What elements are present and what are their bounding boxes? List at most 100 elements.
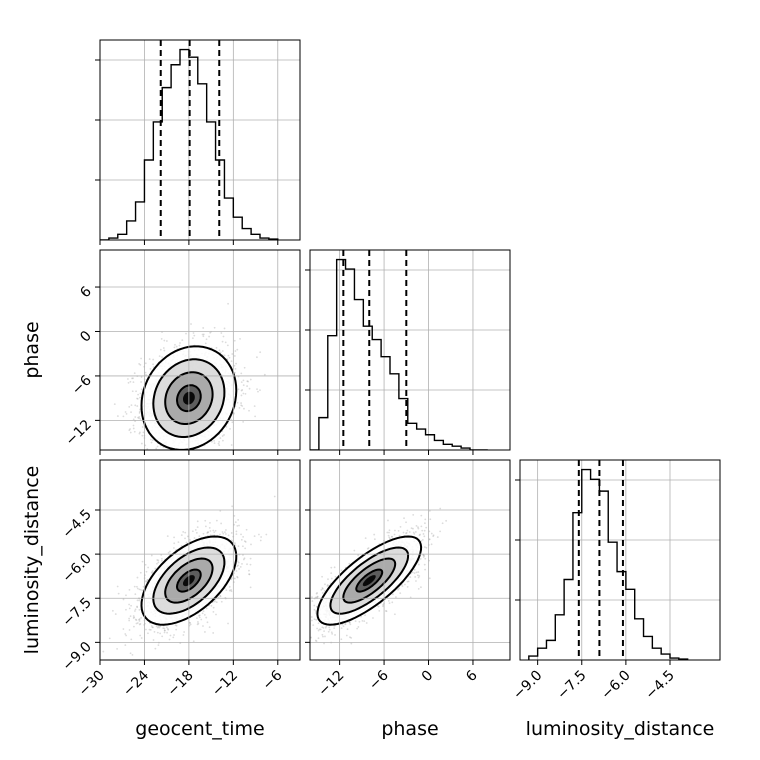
sample-point <box>230 360 233 363</box>
sample-point <box>227 354 230 357</box>
sample-point <box>221 350 224 352</box>
sample-point <box>240 404 243 407</box>
sample-point <box>301 652 303 654</box>
sample-point <box>425 526 428 529</box>
sample-point <box>174 624 177 627</box>
sample-point <box>317 629 320 632</box>
sample-point <box>420 586 422 589</box>
sample-point <box>220 332 223 334</box>
sample-point <box>321 575 323 578</box>
sample-point <box>230 590 233 593</box>
sample-point <box>163 627 166 630</box>
sample-point <box>190 471 192 473</box>
sample-point <box>147 566 150 569</box>
sample-point <box>167 628 170 631</box>
sample-point <box>411 571 414 574</box>
sample-point <box>198 614 200 617</box>
sample-point <box>202 610 205 613</box>
sample-point <box>148 628 151 631</box>
sample-point <box>151 570 154 573</box>
sample-point <box>263 373 266 376</box>
sample-point <box>285 602 287 604</box>
sample-point <box>163 349 166 352</box>
sample-point <box>172 547 175 549</box>
sample-point <box>139 431 141 434</box>
sample-point <box>184 537 186 540</box>
sample-point <box>173 634 175 636</box>
sample-point <box>221 340 224 343</box>
sample-point <box>219 594 222 597</box>
sample-point <box>138 417 140 420</box>
sample-point <box>307 604 309 606</box>
sample-point <box>212 632 215 634</box>
sample-point <box>248 409 250 412</box>
sample-point <box>213 326 216 329</box>
sample-point <box>160 469 162 471</box>
sample-point <box>349 623 352 626</box>
sample-point <box>125 594 127 597</box>
sample-point <box>307 625 309 627</box>
sample-point <box>207 463 209 465</box>
sample-point <box>145 570 148 573</box>
sample-point <box>423 529 426 532</box>
sample-point <box>246 385 248 387</box>
sample-point <box>233 371 236 374</box>
sample-point <box>238 568 241 570</box>
sample-point <box>147 467 149 469</box>
sample-point <box>213 439 216 442</box>
sample-point <box>231 421 234 424</box>
sample-point <box>124 644 127 647</box>
sample-point <box>328 628 331 631</box>
sample-point <box>242 420 245 423</box>
sample-point <box>174 343 176 346</box>
sample-point <box>417 576 420 579</box>
sample-point <box>218 444 221 447</box>
sample-point <box>357 626 360 628</box>
sample-point <box>193 453 195 455</box>
sample-point <box>144 362 147 365</box>
sample-point <box>319 628 322 631</box>
sample-point <box>204 342 207 345</box>
sample-point <box>236 576 239 579</box>
sample-point <box>241 405 244 407</box>
sample-point <box>248 573 250 576</box>
sample-point <box>141 426 144 428</box>
sample-point <box>259 389 261 391</box>
sample-point <box>205 616 208 619</box>
sample-point <box>416 574 419 577</box>
sample-point <box>397 529 400 532</box>
sample-point <box>108 637 111 640</box>
sample-point <box>387 519 389 522</box>
sample-point <box>401 585 404 588</box>
sample-point <box>171 457 173 459</box>
sample-point <box>222 439 224 442</box>
sample-point <box>210 604 213 607</box>
sample-point <box>185 456 187 458</box>
sample-point <box>139 396 141 399</box>
sample-point <box>219 595 222 598</box>
sample-point <box>391 601 394 604</box>
sample-point <box>248 569 250 572</box>
sample-point <box>215 613 217 616</box>
sample-point <box>133 372 136 375</box>
sample-point <box>204 454 206 456</box>
sample-point <box>192 457 194 459</box>
sample-point <box>132 617 135 619</box>
sample-point <box>357 554 360 557</box>
sample-point <box>138 415 141 418</box>
sample-point <box>157 625 160 628</box>
sample-point <box>180 534 183 537</box>
sample-point <box>152 639 155 641</box>
sample-point <box>256 356 258 359</box>
sample-point <box>165 626 168 629</box>
sample-point <box>166 627 169 630</box>
sample-point <box>144 563 147 566</box>
sample-point <box>160 338 163 340</box>
sample-point <box>129 615 132 618</box>
sample-point <box>217 442 220 445</box>
sample-point <box>334 634 336 636</box>
sample-point <box>324 635 326 638</box>
sample-point <box>424 522 426 525</box>
sample-point <box>156 626 159 629</box>
sample-point <box>417 571 420 573</box>
